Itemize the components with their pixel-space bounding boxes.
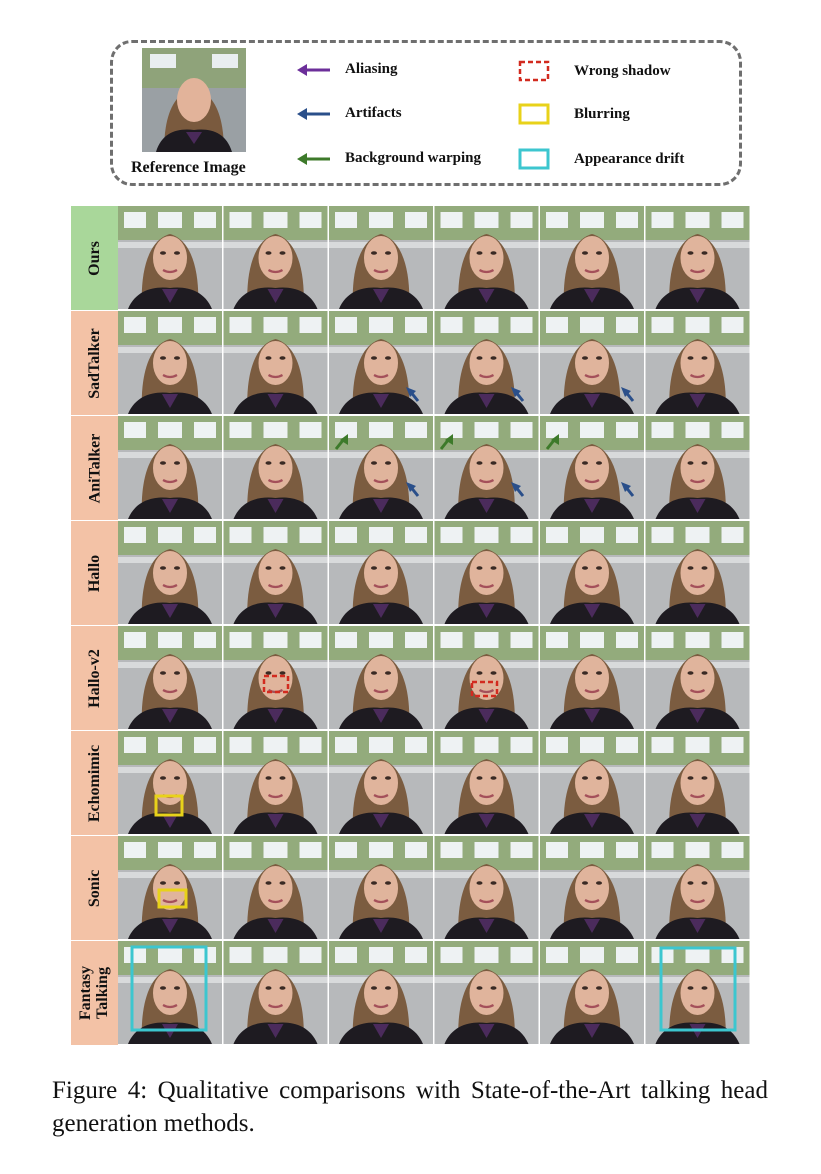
- artifact-arrow-icon: [621, 482, 635, 497]
- blurring-box: [154, 794, 184, 817]
- frame-image: [433, 729, 540, 836]
- frame-image: [644, 206, 751, 311]
- frame-image: [644, 729, 751, 836]
- frame-image: [644, 414, 751, 521]
- frame-image: [222, 519, 329, 626]
- frame-image: [327, 624, 435, 731]
- frame-image: [644, 519, 751, 626]
- frame-image: [327, 519, 435, 626]
- legend-item-blurring: Blurring: [518, 103, 630, 125]
- frame-grid: [118, 206, 751, 1046]
- legend-item-appearance-drift: Appearance drift: [518, 148, 684, 170]
- frame-image: [538, 729, 646, 836]
- blurring-box: [157, 888, 188, 909]
- frame-image: [327, 729, 435, 836]
- frame-image: [538, 939, 646, 1046]
- row-label-ours: Ours: [71, 206, 118, 310]
- figure-caption: Figure 4: Qualitative comparisons with S…: [52, 1077, 768, 1137]
- legend-item-background-warping: Background warping: [297, 150, 481, 167]
- artifact-arrow-icon: [406, 387, 420, 402]
- frame-image: [118, 729, 224, 836]
- frame-image: [433, 414, 540, 521]
- frame-image: [433, 206, 540, 311]
- frame-image: [327, 834, 435, 941]
- frame-image: [433, 834, 540, 941]
- frame-image: [538, 624, 646, 731]
- frame-image: [222, 939, 329, 1046]
- row-label-sonic: Sonic: [71, 836, 118, 940]
- legend-item-wrong-shadow: Wrong shadow: [518, 60, 671, 82]
- artifact-arrow-icon: [621, 387, 635, 402]
- row-label-echomimic: Echomimic: [71, 731, 118, 835]
- yellow-box-icon: [518, 103, 550, 125]
- legend-label-wrong-shadow: Wrong shadow: [574, 62, 671, 79]
- frame-image: [644, 834, 751, 941]
- frame-image: [538, 834, 646, 941]
- frame-image: [644, 624, 751, 731]
- row-label-anitalker: AniTalker: [71, 416, 118, 520]
- purple-arrow-icon: [297, 63, 330, 76]
- row-label-hallo-v2: Hallo-v2: [71, 626, 118, 730]
- reference-image-label: Reference Image: [131, 159, 246, 176]
- legend-label-background-warping: Background warping: [345, 150, 482, 166]
- frame-image: [327, 206, 435, 311]
- frame-image: [118, 834, 224, 941]
- red-dashed-box-icon: [518, 60, 550, 82]
- frame-image: [327, 939, 435, 1046]
- reference-image: [142, 48, 246, 152]
- artifact-arrow-icon: [511, 387, 525, 402]
- legend-item-artifacts: Artifacts: [297, 105, 402, 122]
- frame-image: [222, 729, 329, 836]
- frame-image: [118, 206, 224, 311]
- frame-image: [433, 519, 540, 626]
- frame-image: [118, 414, 224, 521]
- frame-image: [327, 414, 435, 521]
- frame-image: [538, 206, 646, 311]
- row-label-fantasy-talking: Fantasy Talking: [71, 941, 118, 1045]
- wrong-shadow-box: [262, 674, 290, 694]
- frame-image: [433, 624, 540, 731]
- legend-label-blurring: Blurring: [574, 105, 630, 122]
- row-label-hallo: Hallo: [71, 521, 118, 625]
- background-warping-arrow-icon: [545, 434, 559, 450]
- frame-image: [433, 939, 540, 1046]
- legend-label-appearance-drift: Appearance drift: [574, 150, 685, 167]
- legend-label-artifacts: Artifacts: [345, 105, 402, 121]
- background-warping-arrow-icon: [439, 434, 453, 450]
- annotations: [130, 387, 737, 1032]
- frame-image: [538, 414, 646, 521]
- legend-label-aliasing: Aliasing: [345, 61, 398, 77]
- frame-image: [222, 624, 329, 731]
- wrong-shadow-box: [470, 680, 499, 698]
- legend-box: [110, 40, 742, 186]
- cyan-box-icon: [518, 148, 550, 170]
- appearance-drift-box: [659, 946, 737, 1032]
- green-arrow-icon: [297, 152, 330, 165]
- frame-image: [644, 309, 751, 416]
- frame-image: [118, 309, 224, 416]
- frame-image: [222, 206, 329, 311]
- row-label-sadtalker: SadTalker: [71, 311, 118, 415]
- frame-image: [118, 624, 224, 731]
- legend-item-aliasing: Aliasing: [297, 61, 398, 78]
- appearance-drift-box: [130, 945, 208, 1032]
- artifact-arrow-icon: [511, 482, 525, 497]
- frame-image: [538, 309, 646, 416]
- blue-arrow-icon: [297, 107, 330, 120]
- frame-image: [222, 834, 329, 941]
- frame-image: [222, 414, 329, 521]
- frame-image: [118, 519, 224, 626]
- frame-image: [222, 309, 329, 416]
- artifact-arrow-icon: [406, 482, 420, 497]
- frame-image: [538, 519, 646, 626]
- background-warping-arrow-icon: [334, 434, 348, 450]
